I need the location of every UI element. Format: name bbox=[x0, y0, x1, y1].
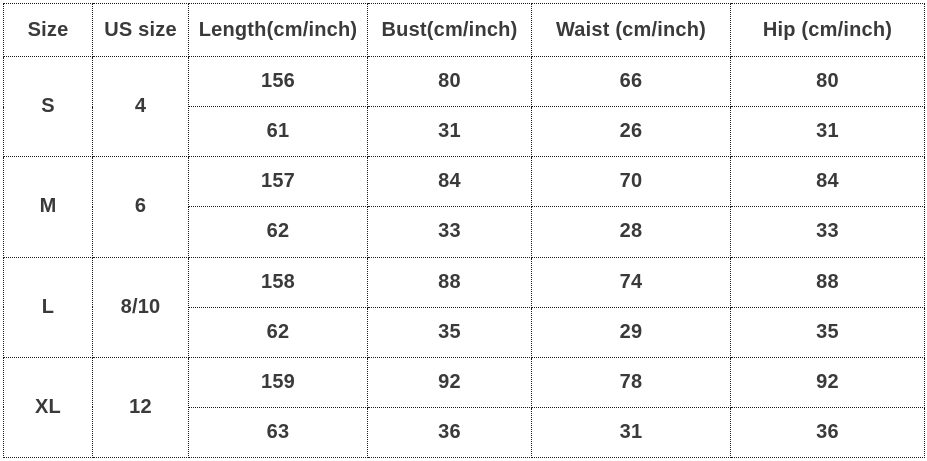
size-chart-table: Size US size Length(cm/inch) Bust(cm/inc… bbox=[3, 3, 925, 459]
column-header-hip: Hip (cm/inch) bbox=[730, 3, 925, 57]
us-size-cell: 8/10 bbox=[92, 256, 189, 358]
hip-cm-cell: 84 bbox=[730, 156, 925, 208]
column-header-size: Size bbox=[3, 3, 93, 57]
hip-cm-cell: 88 bbox=[730, 256, 925, 308]
table-row-l-inch: 62 35 29 35 bbox=[4, 306, 925, 358]
bust-inch-cell: 35 bbox=[367, 306, 532, 358]
length-inch-cell: 63 bbox=[188, 406, 368, 459]
table-row-l-cm: L 8/10 158 88 74 88 bbox=[3, 256, 925, 358]
header-row: Size US size Length(cm/inch) Bust(cm/inc… bbox=[3, 3, 925, 57]
column-header-waist: Waist (cm/inch) bbox=[531, 3, 731, 57]
size-label-cell: S bbox=[3, 55, 93, 158]
bust-cm-cell: 88 bbox=[367, 256, 532, 308]
bust-cm-cell: 80 bbox=[367, 55, 532, 108]
waist-cm-cell: 70 bbox=[531, 156, 731, 208]
length-cm-cell: 157 bbox=[188, 156, 368, 208]
hip-inch-cell: 31 bbox=[730, 106, 925, 158]
bust-cm-cell: 84 bbox=[367, 156, 532, 208]
length-inch-cell: 61 bbox=[188, 106, 368, 158]
hip-cm-cell: 80 bbox=[730, 55, 925, 108]
size-label-cell: M bbox=[3, 156, 93, 258]
waist-inch-cell: 29 bbox=[531, 306, 731, 358]
length-cm-cell: 159 bbox=[188, 356, 368, 408]
hip-inch-cell: 36 bbox=[730, 406, 925, 459]
waist-cm-cell: 66 bbox=[531, 55, 731, 108]
bust-inch-cell: 36 bbox=[367, 406, 532, 459]
waist-inch-cell: 31 bbox=[531, 406, 731, 459]
hip-inch-cell: 33 bbox=[730, 206, 925, 258]
waist-cm-cell: 78 bbox=[531, 356, 731, 408]
length-cm-cell: 156 bbox=[188, 55, 368, 108]
length-inch-cell: 62 bbox=[188, 206, 368, 258]
table-row-xl-inch: 63 36 31 36 bbox=[4, 406, 925, 459]
length-cm-cell: 158 bbox=[188, 256, 368, 308]
us-size-cell: 6 bbox=[92, 156, 189, 258]
table-row-xl-cm: XL 12 159 92 78 92 bbox=[3, 356, 925, 459]
hip-inch-cell: 35 bbox=[730, 306, 925, 358]
table-row-s-cm: S 4 156 80 66 80 bbox=[3, 55, 925, 158]
waist-inch-cell: 26 bbox=[531, 106, 731, 158]
table-row-m-cm: M 6 157 84 70 84 bbox=[3, 156, 925, 258]
table-row-m-inch: 62 33 28 33 bbox=[4, 206, 925, 258]
hip-cm-cell: 92 bbox=[730, 356, 925, 408]
column-header-length: Length(cm/inch) bbox=[188, 3, 368, 57]
us-size-cell: 12 bbox=[92, 356, 189, 459]
size-label-cell: L bbox=[3, 256, 93, 358]
size-label-cell: XL bbox=[3, 356, 93, 459]
bust-cm-cell: 92 bbox=[367, 356, 532, 408]
waist-cm-cell: 74 bbox=[531, 256, 731, 308]
length-inch-cell: 62 bbox=[188, 306, 368, 358]
table-row-s-inch: 61 31 26 31 bbox=[4, 106, 925, 158]
column-header-bust: Bust(cm/inch) bbox=[367, 3, 532, 57]
bust-inch-cell: 31 bbox=[367, 106, 532, 158]
us-size-cell: 4 bbox=[92, 55, 189, 158]
column-header-us-size: US size bbox=[92, 3, 189, 57]
bust-inch-cell: 33 bbox=[367, 206, 532, 258]
waist-inch-cell: 28 bbox=[531, 206, 731, 258]
